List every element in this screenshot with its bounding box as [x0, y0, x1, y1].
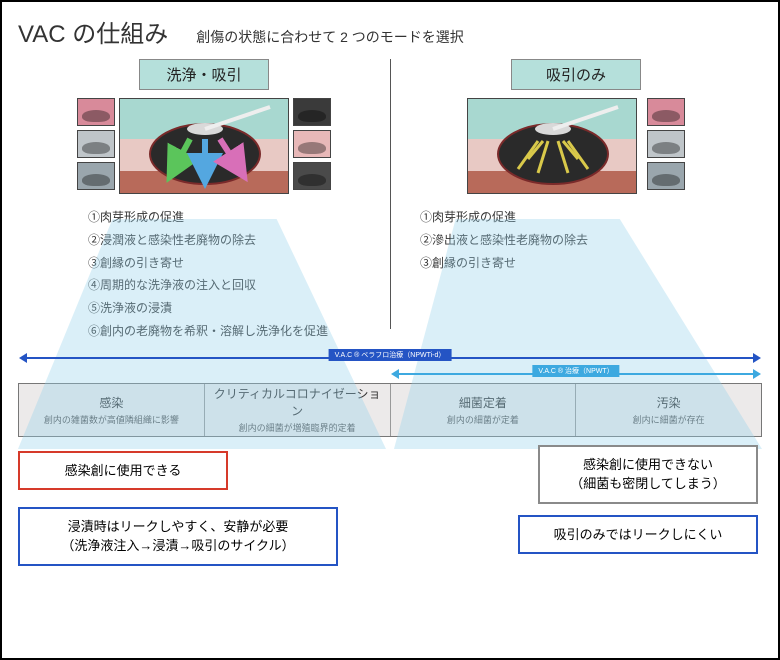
left-thumbs-r: ④ ⑤ ⑥ [293, 98, 331, 190]
thumb: ② [77, 130, 115, 158]
vac-diagram: VAC の仕組み 創傷の状態に合わせて 2 つのモードを選択 洗浄・吸引 ① ② ③… [0, 0, 780, 660]
bar-npwti-label: V.A.C ® ベラフロ治療（NPWTi-d） [329, 349, 452, 361]
thumb: ⑥ [293, 162, 331, 190]
thumb: ① [77, 98, 115, 126]
main-title: VAC の仕組み [18, 14, 168, 49]
bar-npwt: V.A.C ® 治療（NPWT） [397, 367, 754, 381]
thumb: ② [647, 130, 685, 158]
effect-item: ④周期的な洗浄液の注入と回収 [88, 274, 390, 297]
left-illus-row: ① ② ③ ④ ⑤ ⑥ [18, 98, 390, 194]
thumb: ⑤ [293, 130, 331, 158]
grade-cell: 感染創内の雑菌数が高値隣組織に影響 [19, 384, 205, 436]
thumb: ④ [293, 98, 331, 126]
bar-npwt-label: V.A.C ® 治療（NPWT） [532, 365, 619, 377]
mode-right-header: 吸引のみ [511, 59, 641, 90]
notes: 感染創に使用できる感染創に使用できない（細菌も密閉してしまう）浸漬時はリークしや… [18, 451, 762, 571]
effect-item: ②浸潤液と感染性老廃物の除去 [88, 229, 390, 252]
effect-item: ③創縁の引き寄せ [420, 252, 762, 275]
mode-right: 吸引のみ ① ② ③ ①肉芽形成の促進②滲出液と感染性老廃物の除去③創縁の引き寄せ [390, 59, 762, 343]
effect-item: ②滲出液と感染性老廃物の除去 [420, 229, 762, 252]
note-box: 浸漬時はリークしやすく、安静が必要（洗浄液注入→浸漬→吸引のサイクル） [18, 507, 338, 566]
left-main-illus [119, 98, 289, 194]
effect-item: ①肉芽形成の促進 [420, 206, 762, 229]
note-box: 感染創に使用できる [18, 451, 228, 491]
note-box: 吸引のみではリークしにくい [518, 515, 758, 555]
effect-item: ⑤洗浄液の浸漬 [88, 297, 390, 320]
note-box: 感染創に使用できない（細菌も密閉してしまう） [538, 445, 758, 504]
right-main-illus [467, 98, 637, 194]
grade-table: 感染創内の雑菌数が高値隣組織に影響クリティカルコロナイゼーション創内の細菌が増殖… [18, 383, 762, 437]
effect-item: ③創縁の引き寄せ [88, 252, 390, 275]
grade-cell: 汚染創内に細菌が存在 [576, 384, 761, 436]
right-thumbs: ① ② ③ [647, 98, 685, 190]
scale-bars: V.A.C ® ベラフロ治療（NPWTi-d） V.A.C ® 治療（NPWT） [18, 349, 762, 383]
mode-left: 洗浄・吸引 ① ② ③ ④ ⑤ ⑥ ①肉芽形成の促進②浸潤液と感染性老廃物の除去③創縁の… [18, 59, 390, 343]
effect-item: ①肉芽形成の促進 [88, 206, 390, 229]
thumb: ③ [77, 162, 115, 190]
thumb: ③ [647, 162, 685, 190]
modes-row: 洗浄・吸引 ①②③ ④⑤⑥ ①肉芽形成の促進②浸潤液と感染性老廃物の除去③創縁の… [18, 59, 762, 343]
left-effects: ①肉芽形成の促進②浸潤液と感染性老廃物の除去③創縁の引き寄せ④周期的な洗浄液の注… [88, 206, 390, 343]
mode-left-header: 洗浄・吸引 [139, 59, 269, 90]
subtitle: 創傷の状態に合わせて 2 つのモードを選択 [196, 27, 464, 47]
title-row: VAC の仕組み 創傷の状態に合わせて 2 つのモードを選択 [18, 14, 762, 49]
right-illus-row: ① ② ③ [390, 98, 762, 194]
right-effects: ①肉芽形成の促進②滲出液と感染性老廃物の除去③創縁の引き寄せ [420, 206, 762, 274]
thumb: ① [647, 98, 685, 126]
grade-cell: 細菌定着創内の細菌が定着 [391, 384, 577, 436]
left-thumbs-l: ① ② ③ [77, 98, 115, 190]
effect-item: ⑥創内の老廃物を希釈・溶解し洗浄化を促進 [88, 320, 390, 343]
bar-npwti: V.A.C ® ベラフロ治療（NPWTi-d） [25, 351, 754, 365]
grade-cell: クリティカルコロナイゼーション創内の細菌が増殖臨界的定着 [205, 384, 391, 436]
